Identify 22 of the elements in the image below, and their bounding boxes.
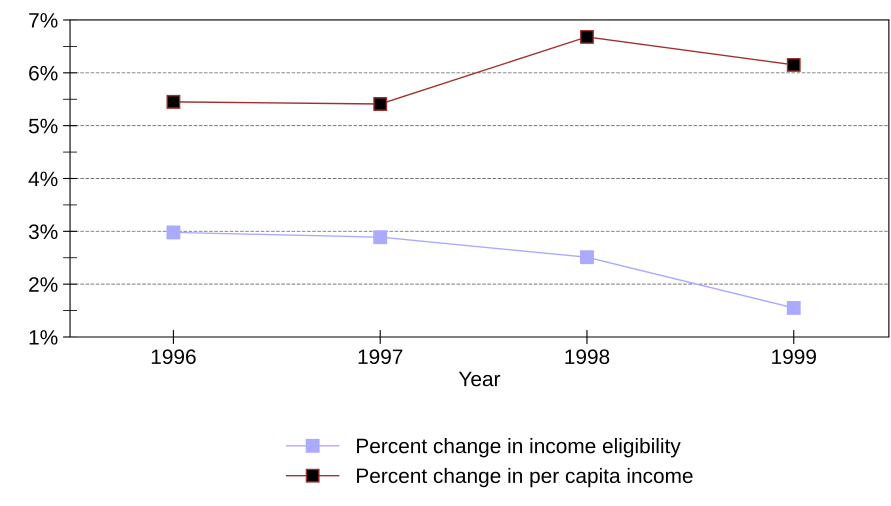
y-tick-label: 5% (28, 118, 58, 134)
point (580, 250, 594, 264)
y-tick-label: 7% (29, 13, 58, 28)
y-tick-label: 1% (30, 330, 58, 345)
point (373, 230, 388, 244)
point (580, 30, 594, 44)
point (786, 300, 801, 315)
y-tick-label: 2% (29, 277, 58, 292)
point (166, 225, 180, 240)
point (786, 58, 801, 72)
x-tick-label: 1996 (152, 349, 196, 364)
x-tick-label: 1997 (358, 349, 402, 364)
y-tick-label: 4% (28, 172, 58, 186)
legend-label: Percent change in per capita income (357, 468, 693, 488)
point (166, 94, 180, 109)
x-tick-label: 1999 (772, 349, 816, 364)
x-axis-title: Year (458, 372, 500, 386)
legend-label: Percent change in income eligibility (357, 438, 681, 458)
y-tick-label: 6% (29, 66, 58, 81)
y-tick-label: 3% (28, 224, 58, 240)
point (373, 97, 388, 111)
x-tick-label: 1998 (565, 349, 610, 364)
